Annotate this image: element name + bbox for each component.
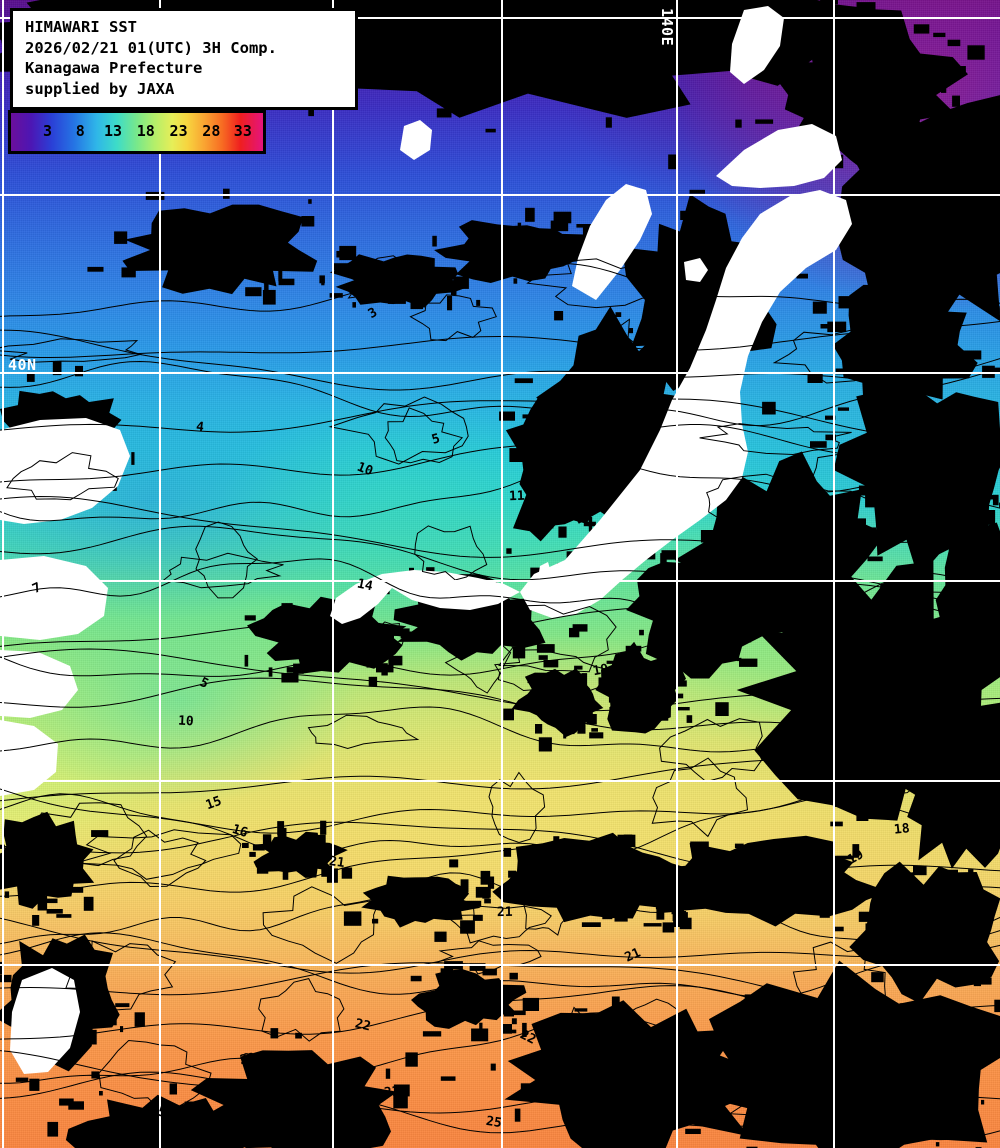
colorbar-tick-28: 28 [202, 122, 221, 140]
colorbar-tick-13: 13 [104, 122, 123, 140]
cloud-speckle [935, 1142, 940, 1147]
cloud-speckle [336, 251, 346, 258]
cloud-speckle [689, 189, 705, 194]
land-polygon [10, 968, 80, 1074]
cloud-speckle [525, 207, 535, 222]
land-polygon [520, 190, 852, 618]
cloud-speckle [937, 170, 946, 175]
contour-label: 14 [355, 576, 375, 595]
cloud-speckle [608, 4, 626, 19]
cloud-speckle [755, 119, 774, 124]
colorbar-tick-23: 23 [169, 122, 188, 140]
cloud-speckle [672, 86, 676, 96]
cloud-speckle [680, 210, 697, 220]
contour-label: 21 [328, 853, 346, 872]
cloud-speckle [301, 216, 315, 227]
cloud-speckle [422, 39, 434, 45]
cloud-speckle [169, 222, 185, 227]
title-box: HIMAWARI SST 2026/02/21 01(UTC) 3H Comp.… [10, 8, 358, 110]
graticule-label-140e: 140E [658, 8, 676, 47]
cloud-speckle [578, 240, 585, 252]
cloud-speckle [223, 188, 230, 199]
cloud-speckle [735, 119, 742, 128]
contour-label: 22 [353, 1016, 373, 1035]
contour-label: 10 [177, 713, 195, 730]
cloud-speckle [933, 32, 946, 38]
contour-label: 25 [484, 1113, 503, 1132]
cloud-speckle [432, 235, 437, 247]
colorbar-gradient [11, 113, 263, 151]
cloud-speckle [517, 222, 522, 227]
cloud-speckle [959, 115, 975, 129]
title-line-credit: supplied by JAXA [25, 79, 175, 98]
cloud-speckle [308, 106, 314, 117]
cloud-speckle [856, 2, 876, 10]
cloud-speckle [645, 83, 665, 97]
contour-label: 23 [383, 1084, 401, 1101]
land-polygon [572, 184, 652, 300]
cloud-speckle [308, 199, 312, 204]
land-polygon [684, 258, 708, 282]
colorbar-tick-labels: 3 8 13 18 23 28 33 [11, 113, 263, 151]
cloud-speckle [952, 95, 960, 107]
cloud-speckle [485, 128, 496, 133]
contour-label: 23 [242, 1051, 260, 1068]
cloud-speckle [933, 80, 946, 89]
title-line-product: HIMAWARI SST [25, 18, 137, 36]
land-polygon [730, 6, 784, 84]
cloud-speckle [576, 224, 594, 228]
contour-label: 19 [591, 661, 610, 680]
land-polygon [0, 556, 108, 640]
land-polygon [716, 124, 842, 188]
colorbar-tick-33: 33 [233, 122, 252, 140]
cloud-speckle [974, 105, 988, 114]
cloud-speckle [967, 45, 985, 60]
graticule-label-40n: 40N [8, 356, 37, 374]
cloud-speckle [913, 24, 930, 34]
cloud-speckle [436, 108, 452, 118]
land-polygon [400, 120, 432, 160]
colorbar-tick-8: 8 [75, 122, 85, 140]
land-polygon [0, 720, 58, 796]
cloud-speckle [550, 220, 569, 232]
cloud-speckle [306, 0, 324, 1]
cloud-speckle [553, 211, 572, 224]
cloud-speckle [955, 66, 966, 75]
cloud-speckle [605, 117, 612, 128]
colorbar-tick-3: 3 [43, 122, 53, 140]
cloud-speckle [947, 39, 961, 47]
cloud-speckle [905, 153, 922, 163]
cloud-speckle [887, 156, 904, 162]
contour-label: 4 [195, 419, 205, 436]
title-line-datetime: 2026/02/21 01(UTC) 3H Comp. [25, 38, 277, 57]
cloud-speckle [791, 46, 809, 53]
colorbar-tick-18: 18 [136, 122, 155, 140]
title-line-region: Kanagawa Prefecture [25, 59, 203, 77]
cloud-speckle [820, 0, 838, 5]
cloud-speckle [746, 1146, 758, 1148]
contour-label: 18 [893, 821, 911, 838]
colorbar: 3 8 13 18 23 28 33 [8, 110, 266, 154]
cloud-speckle [583, 1137, 589, 1148]
land-polygon [0, 418, 130, 524]
land-polygon [0, 650, 78, 718]
cloud-speckle [474, 30, 478, 39]
cloud-speckle [928, 101, 942, 107]
contour-label: 11 [508, 488, 525, 505]
cloud-speckle [941, 88, 947, 93]
cloud-speckle [668, 154, 678, 170]
cloud-speckle [295, 4, 308, 11]
contour-label: 21 [496, 904, 513, 921]
cloud-speckle [114, 231, 128, 244]
